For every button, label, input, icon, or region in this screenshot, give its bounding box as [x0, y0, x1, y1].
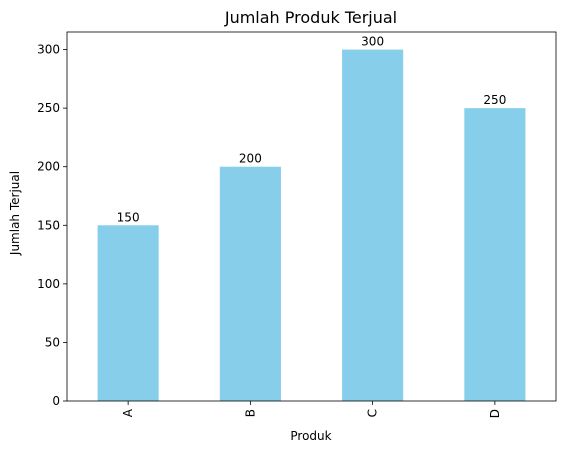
data-label-A: 150 — [117, 210, 140, 224]
x-axis-label: Produk — [290, 429, 331, 443]
x-tick-label: C — [366, 409, 380, 417]
data-label-D: 250 — [483, 93, 506, 107]
y-tick-label: 150 — [37, 218, 60, 232]
x-tick-label: D — [488, 409, 502, 418]
data-label-C: 300 — [361, 35, 384, 49]
y-tick-label: 250 — [37, 101, 60, 115]
data-label-B: 200 — [239, 152, 262, 166]
x-tick-label: A — [121, 408, 135, 417]
bar-B — [219, 166, 281, 401]
bar-D — [464, 108, 526, 402]
y-tick-label: 0 — [52, 394, 60, 408]
chart-title: Jumlah Produk Terjual — [224, 8, 397, 27]
y-axis-label: Jumlah Terjual — [8, 171, 22, 256]
bar-A — [97, 225, 159, 401]
plot-area: 150 A 200 B 300 C 250 D 0 50 100 150 200 250 300 — [37, 31, 557, 418]
x-tick-label: B — [243, 409, 257, 417]
bar-C — [342, 49, 404, 401]
axes-frame — [66, 31, 557, 402]
y-tick-label: 200 — [37, 160, 60, 174]
y-tick-label: 300 — [37, 43, 60, 57]
y-tick-label: 50 — [45, 335, 60, 349]
y-tick-label: 100 — [37, 277, 60, 291]
